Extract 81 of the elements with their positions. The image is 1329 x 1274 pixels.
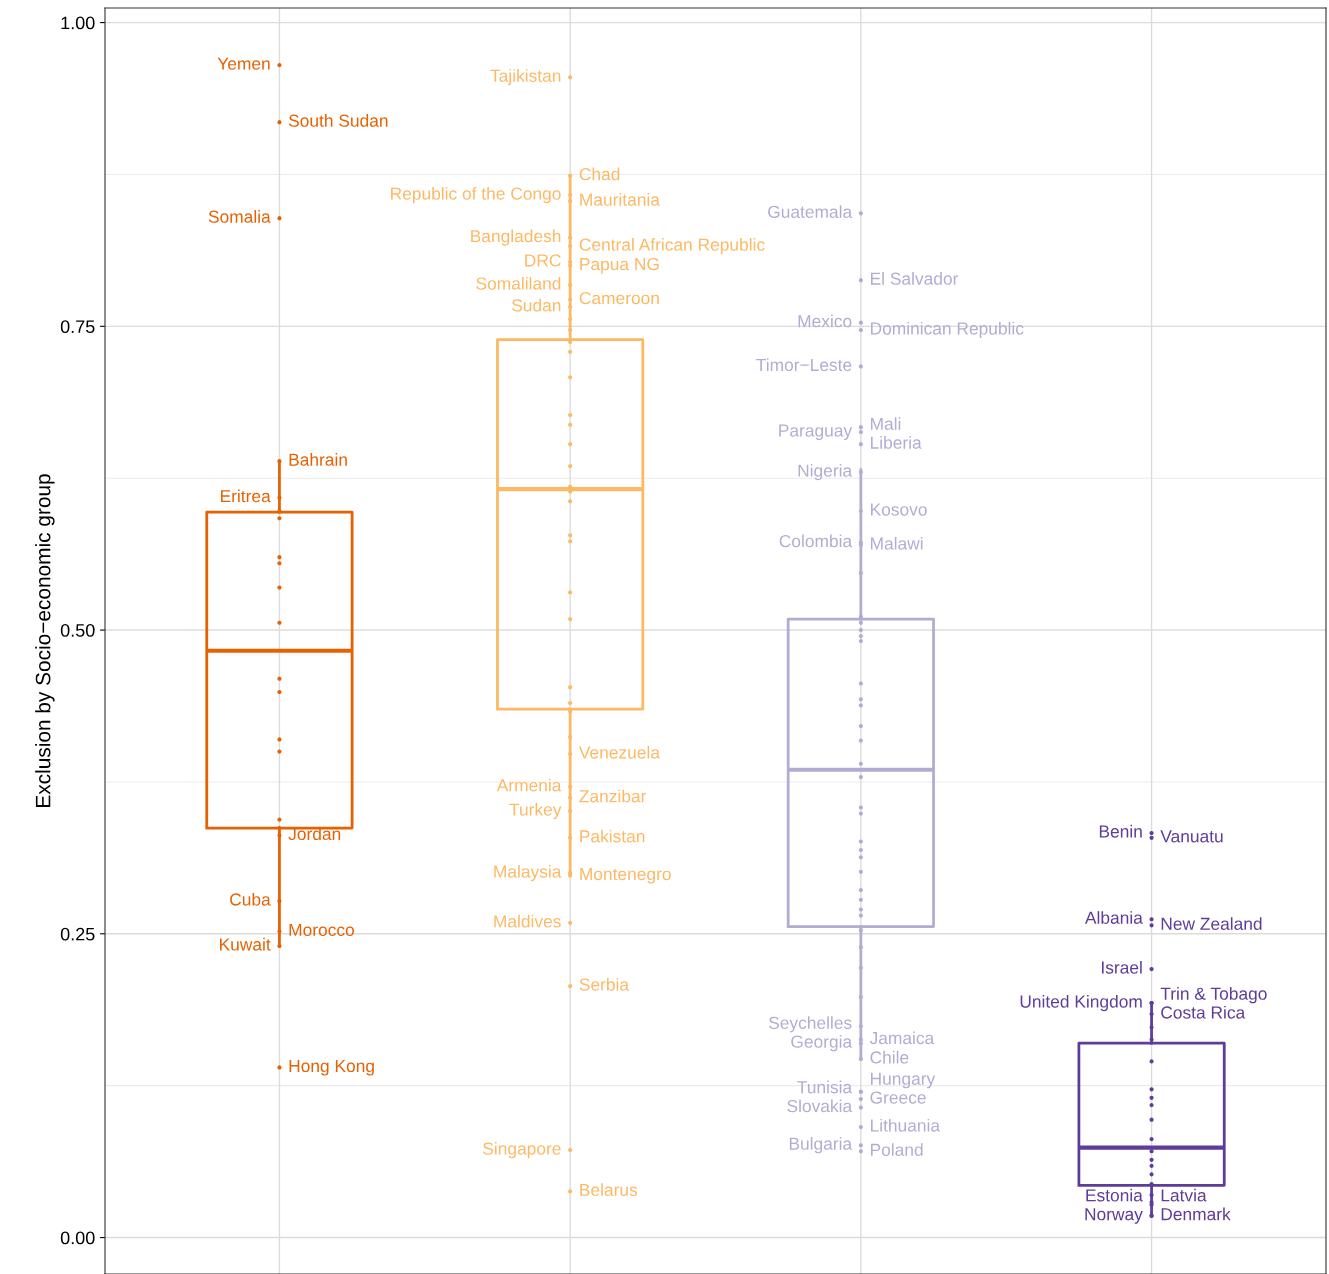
data-label: Malaysia [494, 864, 562, 882]
data-label: Bangladesh [471, 229, 561, 246]
data-label: Vanuatu [1160, 830, 1223, 843]
data-label: Nigeria [798, 464, 853, 481]
point [858, 928, 863, 933]
data-label: DRC [525, 254, 561, 267]
data-label: Serbia [579, 977, 630, 991]
data-label: Belarus [580, 1183, 638, 1197]
y-axis-title: Exclusion by Socio−economic group [35, 474, 55, 807]
point [858, 897, 863, 902]
data-label: Bahrain [289, 453, 347, 466]
y-tick-label: 0.75 [60, 320, 95, 334]
data-label: Maldives [494, 914, 561, 928]
data-label: Estonia [1086, 1188, 1143, 1202]
data-label: Armenia [496, 778, 562, 792]
data-label: Israel [1102, 960, 1142, 974]
data-label: Montenegro [580, 868, 671, 884]
data-label: Dominican Republic [871, 321, 1024, 339]
data-label: Turkey [509, 803, 562, 820]
data-label: Cuba [230, 892, 271, 906]
data-label: Yemen [217, 57, 270, 70]
y-tick-label: 0.25 [60, 927, 95, 941]
data-label: Malawi [871, 536, 923, 550]
data-label: Mexico [798, 314, 852, 328]
data-label: Morocco [289, 923, 354, 937]
data-label: Jamaica [869, 1031, 935, 1045]
data-label: Hong Kong [289, 1060, 374, 1076]
data-label: Sudan [512, 298, 561, 312]
point [858, 945, 863, 950]
data-label: Guatemala [768, 205, 853, 218]
point [858, 887, 863, 893]
data-label: Venezuela [578, 745, 660, 759]
data-label: Tajikistan [490, 69, 561, 86]
data-label: Paraguay [779, 424, 853, 441]
data-label: South Sudan [288, 114, 388, 127]
data-label: Denmark [1161, 1207, 1231, 1221]
data-label: Kuwait [220, 937, 271, 951]
data-label: Republic of the Congo [391, 187, 561, 204]
data-label: Colombia [779, 534, 853, 548]
point [858, 994, 863, 1000]
data-label: Chad [579, 167, 620, 181]
y-tick-label: 0.50 [60, 624, 95, 637]
data-label: Slovakia [787, 1099, 853, 1113]
data-label: Greece [870, 1091, 926, 1104]
data-label: Lithuania [871, 1118, 941, 1132]
data-label: Singapore [483, 1141, 561, 1159]
data-label: Georgia [791, 1035, 853, 1052]
data-label: Somaliland [476, 276, 561, 290]
data-label: Tunisia [797, 1080, 853, 1094]
y-tick-label: 1.00 [61, 16, 95, 30]
data-label: Benin [1099, 824, 1142, 838]
data-label: Kosovo [871, 503, 927, 516]
y-tick-label: 0.00 [60, 1231, 95, 1245]
point [858, 907, 863, 912]
point [858, 913, 863, 918]
data-label: Albania [1084, 911, 1143, 924]
point [858, 965, 863, 970]
data-label: United Kingdom [1020, 994, 1142, 1012]
data-label: Timor−Leste [756, 358, 852, 372]
data-label: Cameroon [579, 291, 659, 305]
data-label: Hungary [871, 1072, 936, 1089]
data-label: Mali [871, 417, 901, 430]
data-label: Jordan [288, 827, 341, 841]
data-label: New Zealand [1161, 917, 1262, 930]
data-label: Central African Republic [579, 238, 765, 255]
data-label: Liberia [871, 436, 922, 449]
data-label: Somalia [208, 210, 271, 223]
data-label: Norway [1085, 1208, 1143, 1224]
data-label: El Salvador [871, 272, 959, 285]
data-label: Poland [871, 1143, 923, 1156]
data-label: Latvia [1161, 1188, 1207, 1202]
data-label: Costa Rica [1161, 1005, 1246, 1019]
data-label: Chile [870, 1050, 909, 1064]
data-label: Bulgaria [789, 1137, 853, 1154]
data-label: Zanzibar [579, 789, 647, 803]
data-label: Pakistan [580, 829, 645, 843]
data-label: Trin & Tobago [1160, 987, 1267, 1004]
data-label: Mauritania [580, 193, 660, 206]
data-label: Seychelles [768, 1016, 852, 1033]
data-label: Eritrea [221, 489, 271, 503]
data-label: Papua NG [580, 257, 659, 274]
